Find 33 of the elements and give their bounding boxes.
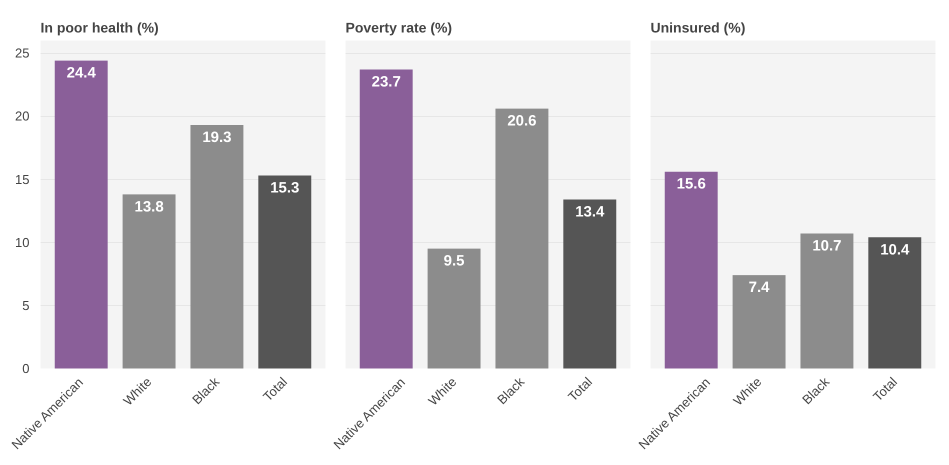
y-tick-label: 0 — [22, 361, 30, 376]
chart-title: Uninsured (%) — [650, 20, 746, 36]
data-label: 20.6 — [507, 112, 537, 130]
data-label: 7.4 — [748, 279, 770, 296]
bar — [54, 60, 108, 368]
bar — [258, 175, 312, 368]
data-label: 19.3 — [202, 129, 232, 146]
chart-title: In poor health (%) — [40, 20, 159, 36]
y-tick-label: 10 — [15, 234, 30, 250]
data-label: 24.4 — [66, 64, 96, 82]
y-tick-label: 25 — [15, 46, 30, 61]
data-label: 10.7 — [812, 238, 842, 255]
bar — [428, 248, 481, 368]
bar — [360, 70, 413, 368]
bar — [664, 172, 718, 368]
data-label: 23.7 — [372, 74, 401, 91]
data-label: 13.4 — [575, 203, 606, 220]
bar — [122, 194, 176, 368]
data-label: 15.3 — [270, 179, 300, 196]
y-tick-label: 15 — [15, 172, 30, 187]
bar — [495, 108, 548, 368]
data-label: 9.5 — [444, 252, 465, 270]
bar — [868, 237, 922, 368]
bar — [732, 275, 786, 368]
bar — [563, 199, 616, 368]
chart-title: Poverty rate (%) — [346, 20, 452, 36]
bar — [800, 234, 854, 368]
bar — [190, 125, 244, 368]
y-tick-label: 20 — [15, 108, 30, 124]
data-label: 13.8 — [134, 198, 164, 216]
y-tick-label: 5 — [22, 298, 30, 313]
data-label: 10.4 — [880, 241, 910, 258]
data-label: 15.6 — [676, 176, 706, 193]
